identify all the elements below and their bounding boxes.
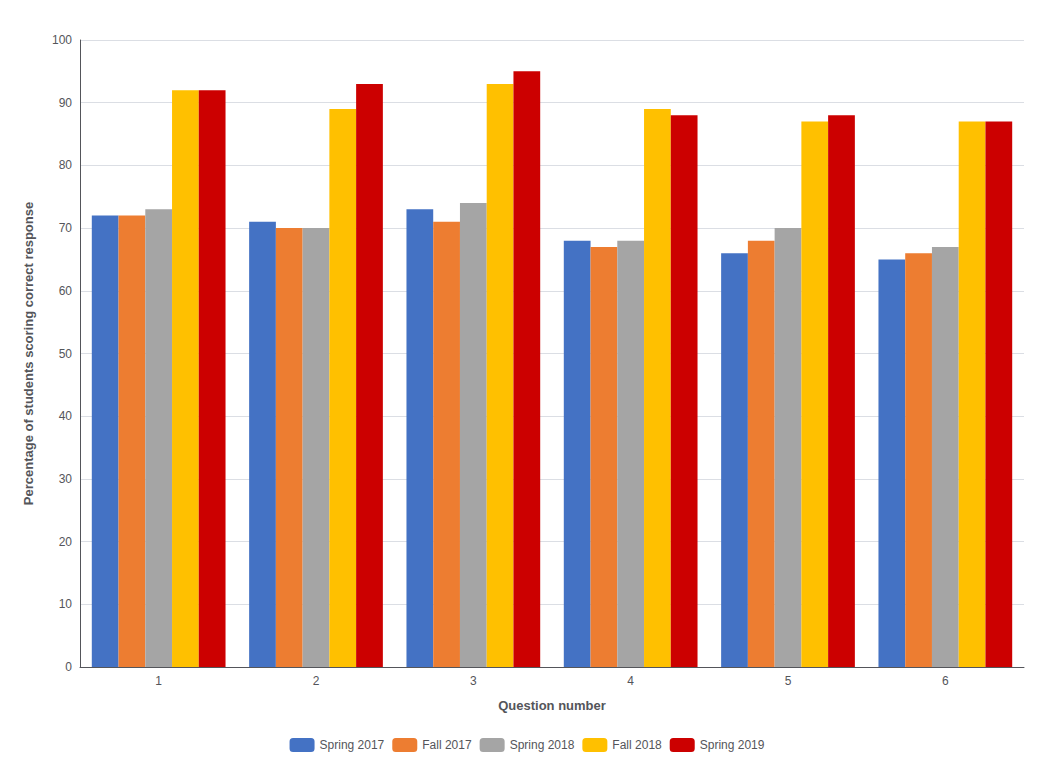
svg-text:1: 1 bbox=[155, 674, 162, 688]
svg-text:70: 70 bbox=[59, 221, 73, 235]
svg-text:Fall 2018: Fall 2018 bbox=[612, 738, 662, 752]
svg-text:50: 50 bbox=[59, 347, 73, 361]
svg-text:Question number: Question number bbox=[498, 698, 606, 713]
svg-text:4: 4 bbox=[627, 674, 634, 688]
svg-text:60: 60 bbox=[59, 284, 73, 298]
svg-text:Spring 2018: Spring 2018 bbox=[510, 738, 575, 752]
svg-text:40: 40 bbox=[59, 409, 73, 423]
svg-text:5: 5 bbox=[785, 674, 792, 688]
svg-text:90: 90 bbox=[59, 96, 73, 110]
svg-text:20: 20 bbox=[59, 535, 73, 549]
svg-text:Percentage of students scoring: Percentage of students scoring correct r… bbox=[21, 202, 36, 505]
svg-text:2: 2 bbox=[313, 674, 320, 688]
svg-text:30: 30 bbox=[59, 472, 73, 486]
svg-text:80: 80 bbox=[59, 158, 73, 172]
svg-text:Fall 2017: Fall 2017 bbox=[422, 738, 472, 752]
svg-text:Spring 2017: Spring 2017 bbox=[320, 738, 385, 752]
svg-text:10: 10 bbox=[59, 597, 73, 611]
svg-text:0: 0 bbox=[65, 660, 72, 674]
svg-text:Spring 2019: Spring 2019 bbox=[700, 738, 765, 752]
svg-text:100: 100 bbox=[52, 33, 72, 47]
svg-text:3: 3 bbox=[470, 674, 477, 688]
svg-text:6: 6 bbox=[942, 674, 949, 688]
